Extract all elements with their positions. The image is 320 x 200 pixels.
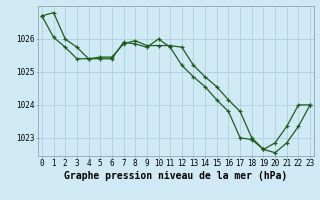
X-axis label: Graphe pression niveau de la mer (hPa): Graphe pression niveau de la mer (hPa) (64, 171, 288, 181)
